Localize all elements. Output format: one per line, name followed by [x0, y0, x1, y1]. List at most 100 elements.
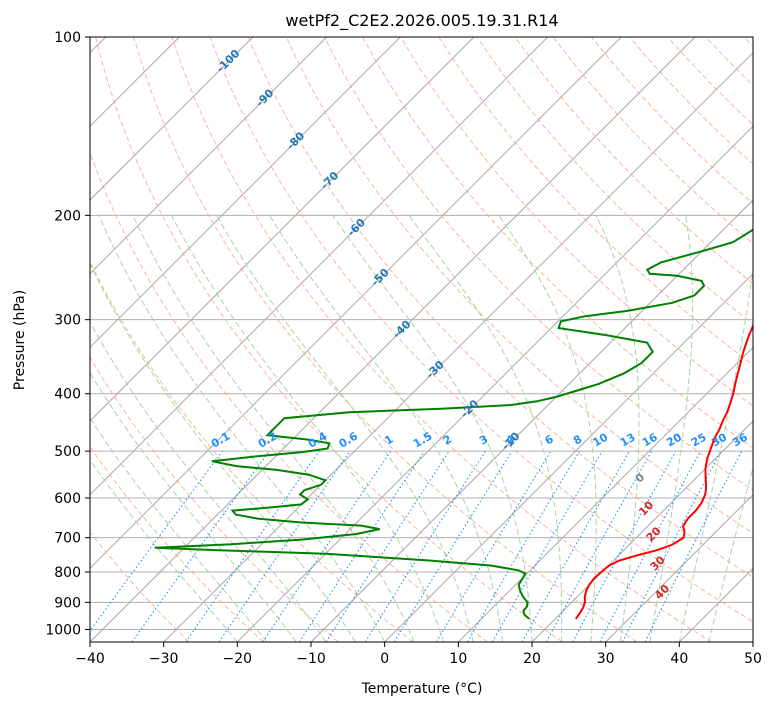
mixing-ratio-label: 1.5 [411, 430, 434, 451]
dry-adiabat-line [362, 37, 753, 449]
moist-adiabat-label: 10 [636, 498, 656, 518]
moist-adiabat-line [678, 264, 753, 642]
mixing-ratio-label: 13 [618, 431, 638, 450]
moist-adiabat-line [171, 215, 445, 642]
mixing-ratio-line [90, 450, 223, 632]
dewpoint-profile-line [154, 228, 753, 620]
mixing-ratio-line [545, 450, 653, 642]
isotherm-line [90, 37, 254, 201]
y-tick-label: 800 [54, 565, 81, 581]
moist-adiabat-line [649, 215, 694, 642]
x-tick-label: −40 [75, 651, 105, 667]
moist-adiabat-line [498, 215, 597, 642]
x-tick-label: −20 [223, 651, 253, 667]
moist-adiabat-line [132, 215, 415, 642]
mixing-ratio-label: 25 [689, 431, 709, 450]
mixing-ratio-line [435, 450, 552, 642]
isotherm-line [236, 125, 753, 642]
dry-adiabat-line [209, 37, 753, 623]
y-tick-label: 100 [54, 30, 81, 46]
mixing-ratio-label: 6 [543, 432, 556, 447]
dry-adiabat-line [400, 37, 753, 407]
y-tick-label: 500 [54, 444, 81, 460]
isotherm-line [90, 37, 549, 496]
x-tick-label: −10 [296, 651, 326, 667]
dry-adiabat-line [90, 531, 190, 642]
isotherm-line [531, 420, 753, 642]
x-tick-label: 50 [744, 651, 762, 667]
moist-adiabat-line [90, 459, 238, 642]
y-tick-label: 900 [54, 595, 81, 611]
mixing-ratio-label: 0.2 [256, 430, 279, 451]
mixing-ratio-line [644, 450, 743, 642]
moist-adiabat-line [408, 215, 563, 642]
moist-adiabat-line [216, 215, 474, 642]
mixing-ratio-line [325, 450, 450, 642]
moist-adiabat-line [98, 215, 386, 642]
axis-ticks: −40 −30 −20 −10 0 10 20 30 40 5010020030040050060… [45, 30, 762, 667]
moist-adiabat-line [90, 417, 268, 642]
dry-adiabat-line [323, 37, 753, 491]
mixing-ratio-label: 1 [382, 433, 395, 448]
moist-adiabat-line [708, 466, 753, 642]
x-axis-label: Temperature (°C) [361, 681, 483, 697]
dry-adiabat-line [171, 37, 712, 642]
temperature-profile-line [574, 323, 753, 620]
annotation-layer: -100-90-80-70-60-50-40-30-20-100.1 0.2 0.4… [209, 47, 750, 602]
x-tick-label: 30 [597, 651, 615, 667]
mixing-ratio-line [218, 450, 351, 642]
isotherm-line [752, 641, 753, 642]
dry-adiabat-line [247, 37, 753, 578]
mixing-ratio-label: 0.4 [306, 429, 330, 450]
mixing-ratio-line [262, 450, 392, 642]
isotherm-line [90, 37, 401, 349]
isotherm-line [457, 346, 753, 642]
isotherm-line [384, 272, 753, 642]
moist-adiabat-line [90, 321, 327, 642]
x-tick-label: 10 [449, 651, 467, 667]
mixing-ratio-line [521, 450, 630, 642]
isotherm-line [310, 199, 753, 642]
moist-adiabat-line [595, 215, 640, 642]
y-tick-label: 400 [54, 387, 81, 403]
dry-adiabat-line [667, 37, 753, 126]
x-tick-label: 20 [523, 651, 541, 667]
dry-adiabat-line [95, 37, 563, 642]
moist-adiabat-label: 40 [652, 582, 672, 602]
y-axis-label: Pressure (hPa) [12, 290, 28, 390]
dry-adiabat-line [90, 151, 488, 642]
isotherm-line [678, 567, 753, 642]
dry-adiabat-line [705, 37, 753, 87]
dry-adiabat-line [285, 37, 753, 535]
mixing-ratio-label: 0.1 [209, 430, 232, 451]
grid-layer [90, 37, 753, 642]
plot-frame [89, 36, 754, 643]
y-tick-label: 600 [54, 491, 81, 507]
dry-adiabat-line [90, 356, 339, 642]
y-tick-label: 700 [54, 531, 81, 547]
x-tick-label: −30 [149, 651, 179, 667]
moist-adiabat-label: 30 [648, 553, 668, 573]
y-tick-label: 300 [54, 313, 81, 329]
series-layer [154, 228, 753, 620]
mixing-ratio-line [393, 450, 513, 642]
isotherm-line [90, 37, 475, 422]
moist-adiabat-line [90, 371, 297, 642]
dry-adiabat-line [438, 37, 753, 366]
isotherm-line [90, 37, 622, 570]
dry-adiabat-line [514, 37, 753, 285]
mixing-ratio-label: 2 [441, 433, 454, 448]
moist-adiabat-label: 0 [633, 471, 648, 486]
y-tick-label: 200 [54, 208, 81, 224]
x-tick-label: 40 [670, 651, 688, 667]
mixing-ratio-line [131, 450, 270, 642]
mixing-ratio-line [185, 450, 320, 642]
isotherm-line [605, 493, 753, 642]
moist-adiabat-line [332, 215, 533, 642]
isotherm-line [90, 37, 328, 275]
dry-adiabat-line [90, 260, 414, 642]
mixing-ratio-line [298, 450, 425, 642]
mixing-ratio-label: 8 [571, 433, 584, 448]
dry-adiabat-line [90, 445, 264, 642]
